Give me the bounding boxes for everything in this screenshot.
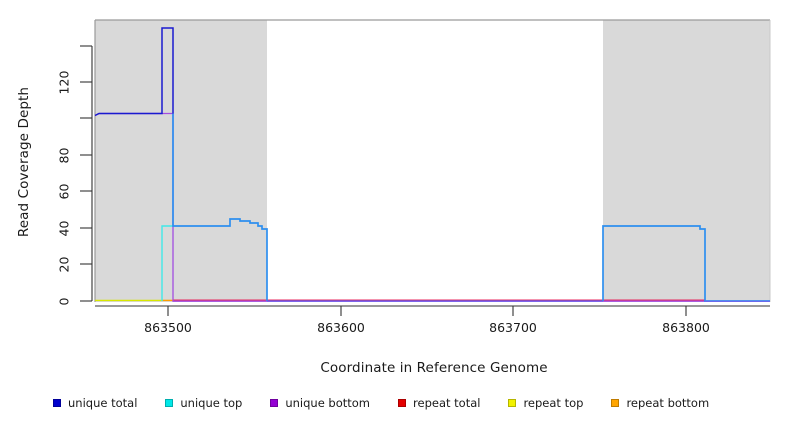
- coverage-line-chart: [80, 19, 771, 316]
- y-tick-label-80: 80: [56, 147, 72, 164]
- legend-item-unique-bottom[interactable]: unique bottom: [270, 396, 370, 410]
- square-swatch-icon: [165, 399, 174, 407]
- x-axis-title: Coordinate in Reference Genome: [320, 360, 548, 376]
- y-axis: [80, 45, 93, 302]
- legend-label: repeat top: [523, 396, 584, 410]
- x-tick-label-863800: 863800: [662, 320, 710, 335]
- legend-label: repeat bottom: [626, 396, 710, 410]
- plot-frame: [94, 19, 771, 302]
- y-tick-label-60: 60: [56, 183, 72, 200]
- legend-item-repeat-bottom[interactable]: repeat bottom: [611, 396, 709, 410]
- legend-label: unique total: [68, 396, 138, 410]
- series-unique-total-plateau: [172, 113, 268, 301]
- x-axis: [95, 305, 770, 316]
- square-swatch-icon: [53, 399, 61, 407]
- legend-item-repeat-total[interactable]: repeat total: [398, 396, 480, 410]
- y-tick-label-120: 120: [56, 70, 72, 95]
- y-tick-label-20: 20: [56, 256, 72, 273]
- legend-label: repeat total: [413, 396, 481, 410]
- square-swatch-icon: [398, 399, 407, 407]
- chart-legend: unique total unique top unique bottom re…: [0, 396, 792, 426]
- shaded-region-right: [603, 20, 770, 302]
- x-tick-label-863600: 863600: [317, 320, 365, 335]
- y-axis-title: Read Coverage Depth: [16, 86, 32, 238]
- y-tick-label-0: 0: [56, 297, 72, 306]
- x-tick-label-863700: 863700: [489, 320, 537, 335]
- series-unique-total-left: [94, 27, 174, 117]
- legend-item-unique-top[interactable]: unique top: [165, 396, 242, 410]
- square-swatch-icon: [611, 399, 620, 407]
- legend-item-repeat-top[interactable]: repeat top: [508, 396, 583, 410]
- square-swatch-icon: [270, 399, 279, 407]
- shaded-regions: [95, 20, 770, 302]
- x-tick-label-863500: 863500: [144, 320, 192, 335]
- legend-label: unique bottom: [285, 396, 371, 410]
- legend-label: unique top: [180, 396, 243, 410]
- chart-area: 0 20 40 60 80 120 863500 863600 863700 8…: [16, 19, 771, 376]
- legend-item-unique-total[interactable]: unique total: [53, 396, 137, 410]
- square-swatch-icon: [508, 399, 517, 407]
- y-tick-label-40: 40: [56, 220, 72, 237]
- series-unique-top: [161, 225, 173, 301]
- shaded-region-left: [95, 20, 267, 302]
